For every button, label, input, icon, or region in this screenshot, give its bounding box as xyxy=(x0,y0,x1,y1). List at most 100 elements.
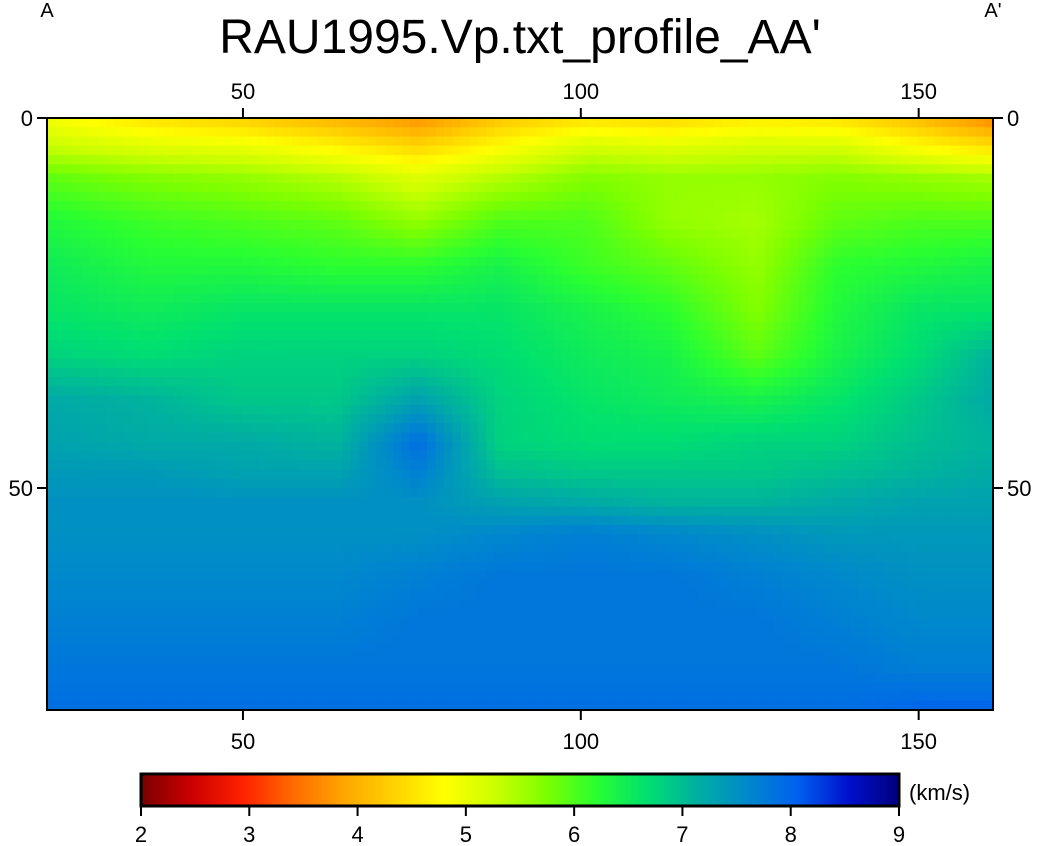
heatmap-cell xyxy=(266,414,276,424)
heatmap-cell xyxy=(283,182,293,193)
heatmap-cell xyxy=(503,525,513,535)
heatmap-cell xyxy=(731,201,741,212)
heatmap-cell xyxy=(266,155,276,165)
heatmap-cell xyxy=(334,423,344,434)
heatmap-cell xyxy=(824,441,834,452)
heatmap-cell xyxy=(477,367,487,378)
heatmap-cell xyxy=(883,441,893,452)
heatmap-cell xyxy=(967,432,977,443)
heatmap-cell xyxy=(503,478,513,489)
heatmap-cell xyxy=(908,330,918,341)
heatmap-cell xyxy=(612,395,622,406)
heatmap-cell xyxy=(317,164,327,175)
heatmap-cell xyxy=(435,506,445,517)
heatmap-cell xyxy=(824,515,834,526)
heatmap-cell xyxy=(849,432,859,443)
heatmap-cell xyxy=(570,414,580,424)
heatmap-cell xyxy=(756,340,766,350)
heatmap-cell xyxy=(520,460,530,471)
heatmap-cell xyxy=(291,312,301,323)
heatmap-cell xyxy=(705,173,715,184)
heatmap-cell xyxy=(351,478,361,489)
heatmap-cell xyxy=(908,219,918,230)
heatmap-cell xyxy=(705,303,715,313)
heatmap-cell xyxy=(562,321,572,332)
heatmap-cell xyxy=(781,182,791,193)
heatmap-cell xyxy=(486,136,496,147)
heatmap-cell xyxy=(697,478,707,489)
heatmap-cell xyxy=(182,312,192,323)
heatmap-cell xyxy=(536,155,546,165)
heatmap-cell xyxy=(427,441,437,452)
heatmap-cell xyxy=(638,284,648,295)
heatmap-cell xyxy=(908,275,918,286)
heatmap-cell xyxy=(688,247,698,258)
heatmap-cell xyxy=(798,275,808,286)
heatmap-cell xyxy=(291,192,301,202)
heatmap-cell xyxy=(950,219,960,230)
heatmap-cell xyxy=(410,266,420,276)
heatmap-cell xyxy=(545,367,555,378)
heatmap-cell xyxy=(207,173,217,184)
heatmap-cell xyxy=(291,127,301,138)
heatmap-cell xyxy=(72,312,82,323)
heatmap-cell xyxy=(857,266,867,276)
heatmap-cell xyxy=(984,395,994,406)
heatmap-cell xyxy=(325,201,335,212)
heatmap-cell xyxy=(976,423,986,434)
heatmap-cell xyxy=(199,478,209,489)
heatmap-cell xyxy=(520,284,530,295)
heatmap-cell xyxy=(688,377,698,387)
heatmap-cell xyxy=(655,367,665,378)
heatmap-cell xyxy=(933,515,943,526)
heatmap-cell xyxy=(156,266,166,276)
heatmap-cell xyxy=(80,515,90,526)
heatmap-cell xyxy=(80,451,90,461)
heatmap-cell xyxy=(165,219,175,230)
heatmap-cell xyxy=(308,303,318,313)
heatmap-cell xyxy=(655,145,665,156)
heatmap-cell xyxy=(545,145,555,156)
heatmap-cell xyxy=(199,469,209,480)
heatmap-cell xyxy=(173,506,183,517)
heatmap-cell xyxy=(950,229,960,239)
heatmap-cell xyxy=(401,497,411,508)
heatmap-cell xyxy=(646,293,656,304)
heatmap-cell xyxy=(308,136,318,147)
plot-area xyxy=(47,118,994,711)
heatmap-cell xyxy=(976,358,986,369)
heatmap-cell xyxy=(114,201,124,212)
heatmap-cell xyxy=(976,330,986,341)
heatmap-cell xyxy=(857,118,867,128)
heatmap-cell xyxy=(241,118,251,128)
heatmap-cell xyxy=(545,173,555,184)
heatmap-cell xyxy=(300,478,310,489)
heatmap-cell xyxy=(528,173,538,184)
heatmap-cell xyxy=(477,136,487,147)
heatmap-cell xyxy=(199,451,209,461)
heatmap-cell xyxy=(528,321,538,332)
heatmap-cell xyxy=(494,256,504,267)
heatmap-cell xyxy=(325,247,335,258)
heatmap-cell xyxy=(925,358,935,369)
heatmap-cell xyxy=(528,386,538,397)
heatmap-cell xyxy=(359,340,369,350)
heatmap-cell xyxy=(55,441,65,452)
heatmap-cell xyxy=(950,118,960,128)
heatmap-cell xyxy=(199,303,209,313)
heatmap-cell xyxy=(334,247,344,258)
heatmap-cell xyxy=(224,404,234,415)
heatmap-cell xyxy=(764,210,774,221)
heatmap-cell xyxy=(207,506,217,517)
heatmap-cell xyxy=(97,284,107,295)
heatmap-cell xyxy=(731,118,741,128)
heatmap-cell xyxy=(63,164,73,175)
heatmap-cell xyxy=(72,367,82,378)
heatmap-cell xyxy=(959,423,969,434)
heatmap-cell xyxy=(401,395,411,406)
heatmap-cell xyxy=(714,377,724,387)
heatmap-cell xyxy=(249,441,259,452)
heatmap-cell xyxy=(536,460,546,471)
heatmap-cell xyxy=(545,192,555,202)
heatmap-cell xyxy=(638,293,648,304)
